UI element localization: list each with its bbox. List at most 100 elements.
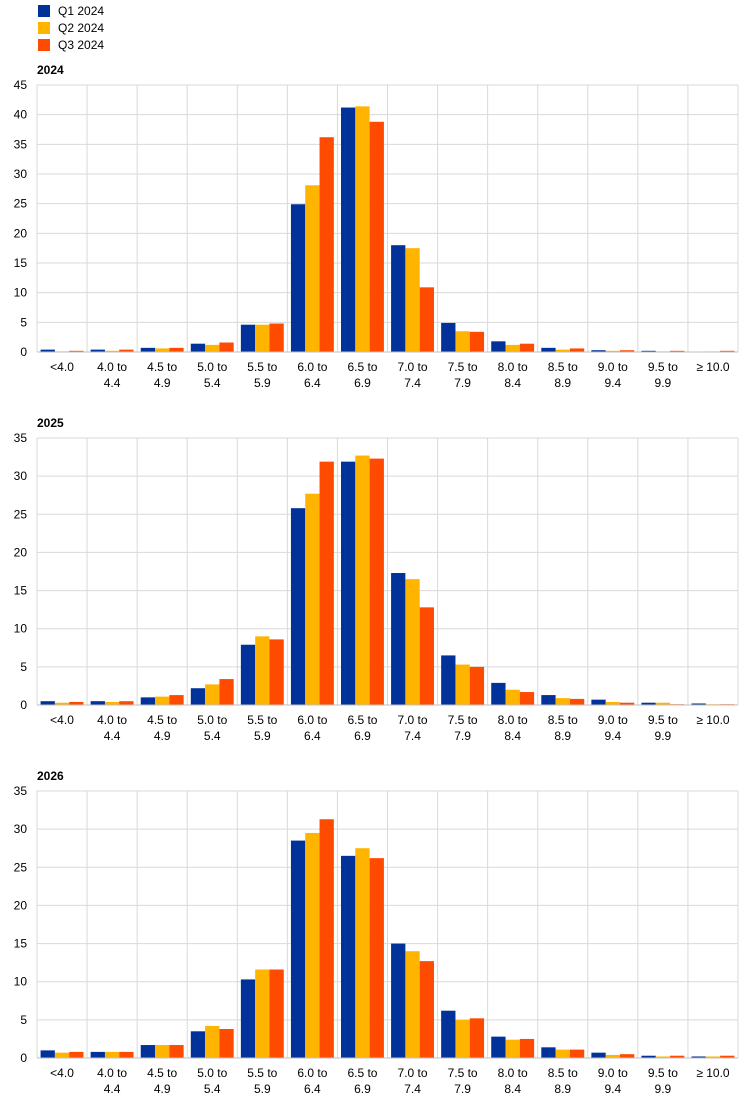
bar [555, 1049, 570, 1058]
y-tick-label: 40 [14, 108, 28, 122]
y-tick-label: 35 [14, 431, 28, 445]
bar [441, 655, 456, 705]
bar [469, 666, 485, 705]
bar [569, 348, 585, 352]
bar [369, 858, 384, 1058]
bar [319, 819, 334, 1058]
bar [155, 696, 170, 705]
x-tick-label: 8.0 to 8.4 [498, 360, 528, 390]
x-tick-label: 8.5 to 8.9 [548, 360, 578, 390]
y-tick-label: 30 [14, 822, 28, 836]
bar [619, 1054, 635, 1058]
bar [40, 701, 55, 705]
chart-title: 2024 [37, 63, 64, 77]
y-tick-label: 25 [14, 197, 28, 211]
y-tick-label: 15 [14, 584, 28, 598]
x-tick-label: 4.0 to 4.4 [97, 1066, 127, 1096]
bar [190, 1031, 206, 1058]
bar [54, 702, 70, 705]
x-tick-label: 4.0 to 4.4 [97, 713, 127, 743]
x-tick-label: 7.0 to 7.4 [398, 1066, 428, 1096]
x-tick-label: 7.5 to 7.9 [448, 360, 478, 390]
y-tick-label: 10 [14, 975, 28, 989]
bar [505, 344, 520, 352]
legend-item-q2: Q2 2024 [38, 19, 104, 36]
x-tick-label: 6.0 to 6.4 [297, 713, 327, 743]
bar [619, 702, 635, 705]
x-tick-label: 6.0 to 6.4 [297, 1066, 327, 1096]
bar [104, 350, 120, 352]
bar [319, 137, 334, 352]
x-tick-label: 6.5 to 6.9 [347, 713, 377, 743]
bar [491, 341, 506, 352]
bar [720, 1055, 735, 1058]
bar [541, 1047, 556, 1058]
bar [104, 1051, 120, 1058]
bar [469, 331, 485, 352]
bar [569, 1049, 585, 1058]
bar [190, 688, 206, 705]
bar [355, 848, 370, 1058]
bar [391, 245, 406, 352]
bar [641, 702, 656, 705]
bar [619, 350, 635, 352]
bar [441, 1010, 456, 1058]
x-tick-label: 9.5 to 9.9 [648, 713, 678, 743]
bar [341, 107, 356, 353]
x-tick-label: 8.0 to 8.4 [498, 1066, 528, 1096]
legend-swatch-q1 [38, 4, 50, 17]
x-tick-label: ≥ 10.0 [696, 1066, 730, 1080]
bar [441, 322, 456, 352]
x-tick-label: 4.5 to 4.9 [147, 713, 177, 743]
y-tick-label: 0 [20, 1051, 27, 1065]
bar [190, 343, 206, 352]
bar [419, 287, 434, 352]
legend-swatch-q3 [38, 38, 50, 51]
x-tick-label: 9.0 to 9.4 [598, 360, 628, 390]
y-tick-label: 0 [20, 698, 27, 712]
bar [90, 1051, 105, 1058]
bar [469, 1018, 485, 1058]
bar [119, 349, 134, 352]
bar [569, 698, 585, 705]
bar [269, 969, 284, 1058]
x-tick-label: 5.5 to 5.9 [247, 713, 277, 743]
y-tick-label: 0 [20, 345, 27, 359]
bar [641, 1055, 656, 1058]
legend: Q1 2024 Q2 2024 Q3 2024 [38, 2, 104, 53]
legend-label-q3: Q3 2024 [58, 37, 105, 52]
bar [255, 969, 270, 1058]
bar [140, 697, 156, 705]
legend-item-q1: Q1 2024 [38, 2, 104, 19]
bar [391, 573, 406, 705]
bar [419, 961, 434, 1058]
bar [104, 701, 120, 705]
bar [219, 342, 234, 352]
bar [491, 682, 506, 705]
y-tick-label: 15 [14, 256, 28, 270]
bar [405, 248, 420, 352]
x-tick-label: 7.5 to 7.9 [448, 713, 478, 743]
bar [305, 185, 320, 352]
y-tick-label: 25 [14, 860, 28, 874]
x-tick-label: 4.5 to 4.9 [147, 360, 177, 390]
bar [269, 639, 284, 705]
y-tick-label: 5 [20, 1013, 27, 1027]
y-tick-label: 10 [14, 286, 28, 300]
bar [670, 350, 685, 352]
bar [505, 1039, 520, 1058]
x-tick-label: <4.0 [50, 1066, 74, 1080]
bar [155, 1045, 170, 1058]
legend-label-q2: Q2 2024 [58, 20, 105, 35]
y-tick-label: 5 [20, 660, 27, 674]
x-tick-label: ≥ 10.0 [696, 713, 730, 727]
bar [69, 1051, 84, 1058]
bar [605, 701, 620, 705]
x-tick-label: <4.0 [50, 713, 74, 727]
bar [90, 349, 105, 352]
y-tick-label: 30 [14, 469, 28, 483]
x-tick-label: 5.5 to 5.9 [247, 1066, 277, 1096]
x-tick-label: 7.0 to 7.4 [398, 713, 428, 743]
